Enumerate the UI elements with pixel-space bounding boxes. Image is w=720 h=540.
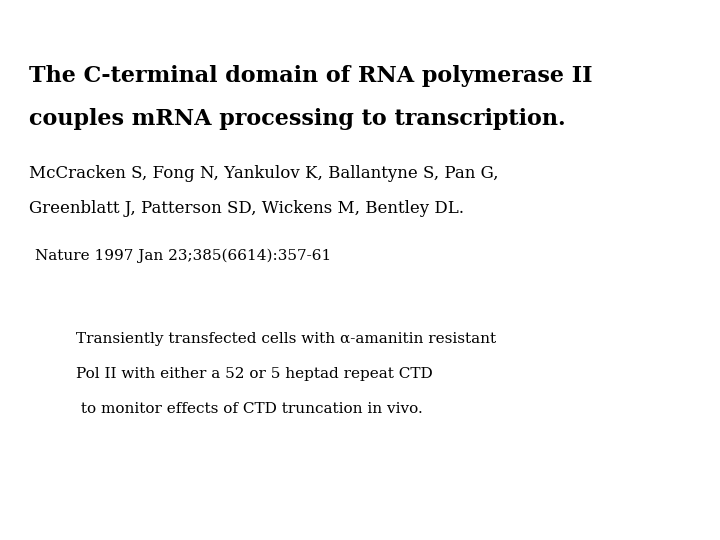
Text: Greenblatt J, Patterson SD, Wickens M, Bentley DL.: Greenblatt J, Patterson SD, Wickens M, B… bbox=[29, 200, 464, 217]
Text: Transiently transfected cells with α-amanitin resistant: Transiently transfected cells with α-ama… bbox=[76, 332, 496, 346]
Text: Pol II with either a 52 or 5 heptad repeat CTD: Pol II with either a 52 or 5 heptad repe… bbox=[76, 367, 432, 381]
Text: Nature 1997 Jan 23;385(6614):357-61: Nature 1997 Jan 23;385(6614):357-61 bbox=[35, 248, 330, 263]
Text: couples mRNA processing to transcription.: couples mRNA processing to transcription… bbox=[29, 108, 565, 130]
Text: McCracken S, Fong N, Yankulov K, Ballantyne S, Pan G,: McCracken S, Fong N, Yankulov K, Ballant… bbox=[29, 165, 498, 181]
Text: to monitor effects of CTD truncation in vivo.: to monitor effects of CTD truncation in … bbox=[76, 402, 423, 416]
Text: The C-terminal domain of RNA polymerase II: The C-terminal domain of RNA polymerase … bbox=[29, 65, 593, 87]
